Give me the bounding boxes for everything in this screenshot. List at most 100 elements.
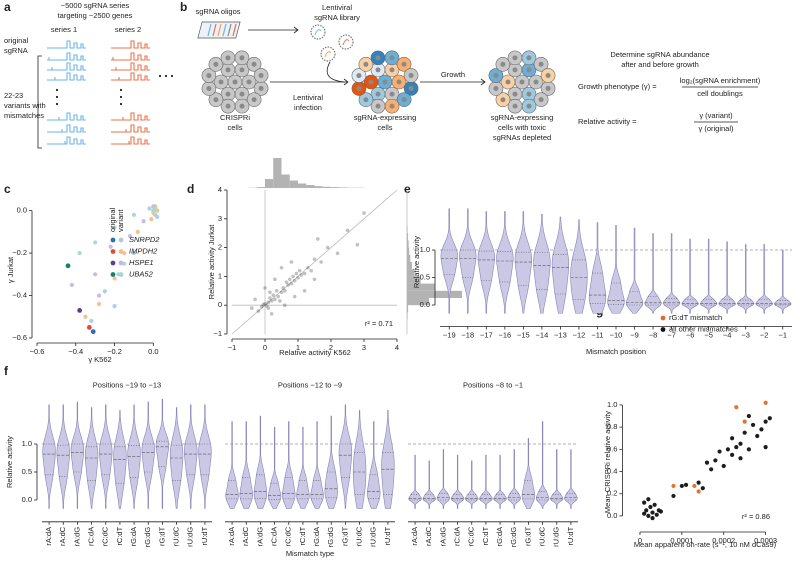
virus [320,46,336,62]
annotation: r² = 0.86 [742,512,770,521]
point [306,265,310,270]
nucleus [545,72,551,78]
label: sgRNA-expressing [491,113,554,122]
plate-well [222,23,227,37]
point [299,273,304,277]
violin [550,449,564,509]
nucleus [239,91,245,97]
nucleus [375,103,381,109]
sgrna-glyph [111,52,150,61]
nucleus [239,55,245,61]
x-tick-label: rU:dT [200,526,209,545]
violin [625,227,644,314]
point [77,250,82,256]
x-axis-label: Mean apparent on-rate (s⁻¹, 10 nM dCas9) [634,540,777,549]
y-tick-label: 1.0 [22,439,32,448]
point [276,294,281,299]
ellipsis-dot [170,74,174,78]
histogram-bar [407,276,421,284]
ellipsis-dot [158,74,162,78]
point [671,483,676,489]
nucleus [500,61,506,67]
legend-swatch [118,237,124,243]
sgrna-glyph [47,112,86,121]
point [83,314,88,319]
histogram-bar [407,240,409,248]
violin [296,426,310,509]
violin [155,398,170,509]
plate-well [217,23,222,37]
x-tick-label: rC:dC [467,526,476,546]
arrow [248,26,299,34]
panel-label: b [180,0,187,14]
nucleus [396,79,402,85]
nucleus [206,73,212,79]
point [755,433,760,439]
label: γ (variant) [699,111,733,120]
violin [477,211,495,314]
point-original [77,308,83,313]
point [683,482,689,487]
point [93,240,98,245]
x-tick-label: −16 [498,330,511,339]
virus [338,34,354,50]
x-tick-label: −0.2 [107,347,122,356]
point [717,449,722,454]
nucleus [538,61,544,67]
arrow [420,78,486,86]
point [309,268,314,273]
violin [718,241,736,314]
violin [607,224,625,314]
legend-label: SNRPD2 [129,235,160,244]
x-tick-label: −8 [649,330,658,339]
nucleus [408,72,414,78]
x-tick-label: rU:dT [383,526,392,545]
point [767,416,772,421]
plate-well [227,23,232,37]
y-tick-label: 0.6 [607,444,617,453]
label: Growth [441,70,465,79]
point [155,214,160,220]
histogram-bar [265,179,274,188]
y-tick-label: 0.5 [22,467,32,476]
violin [514,211,533,314]
point [291,274,295,279]
point [335,251,340,256]
point [292,294,297,299]
chart-title: Positions −12 to −9 [278,381,342,390]
chart-title: Positions −19 to −13 [93,381,161,390]
histogram-bar [407,226,408,234]
nucleus [239,67,245,73]
violin [737,244,755,314]
virus-rna [342,39,350,46]
sgrna-glyph [47,72,86,81]
nucleus [232,79,238,85]
x-tick-label: rA:dA [44,527,53,546]
label: sgRNAs depleted [493,133,551,142]
nucleus [526,91,532,97]
panel-label: e [404,182,411,196]
legend-swatch [110,260,116,266]
point [742,419,747,424]
nucleus [389,103,395,109]
point [253,297,257,302]
label: mismatches [4,111,44,120]
point [734,445,739,450]
x-tick-label: rA:dA [227,527,236,546]
violin [755,244,773,314]
violin [253,415,268,509]
violin [184,404,198,509]
histogram-bar [306,185,315,188]
point-original [65,263,71,269]
sgrna-glyph [111,40,150,49]
violin [644,233,662,314]
histogram-bar [407,305,409,313]
x-axis-label: Mismatch type [286,549,334,558]
legend-swatch [118,272,124,277]
point [362,211,366,215]
x-tick-label: rU:dC [355,526,364,546]
sgrna-glyph [47,136,86,145]
violin [699,238,718,314]
nucleus [389,67,395,73]
point [704,460,710,465]
